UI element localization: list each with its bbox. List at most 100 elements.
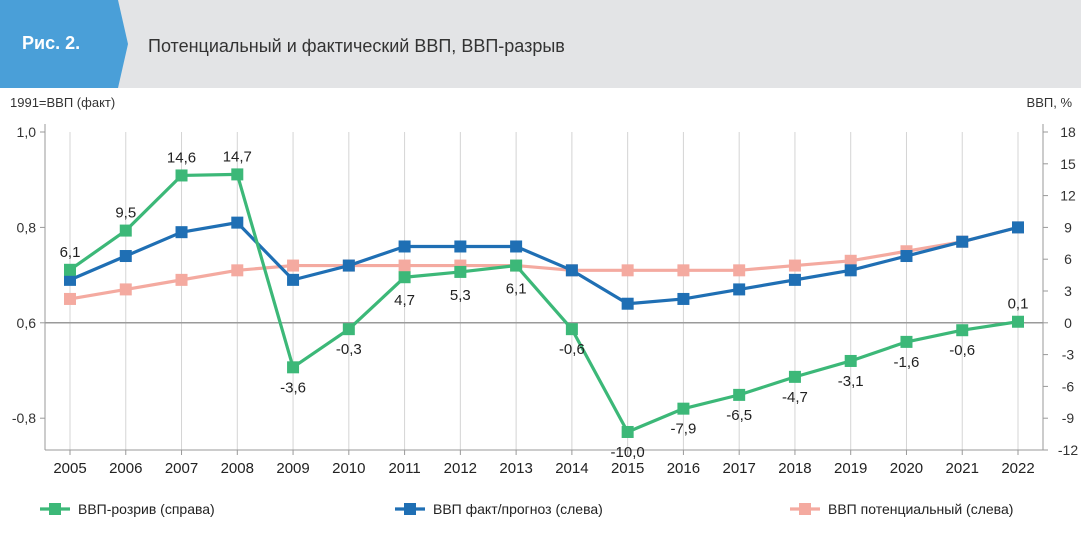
data-label: -4,7	[782, 389, 808, 406]
data-point	[956, 235, 969, 248]
data-point	[565, 264, 578, 277]
data-point	[1012, 315, 1024, 328]
data-point	[64, 273, 76, 286]
data-label: 5,3	[450, 287, 471, 304]
x-tick-label: 2010	[332, 460, 365, 477]
data-label: -0,3	[336, 341, 362, 358]
data-label: 6,1	[506, 281, 527, 298]
data-label: 14,6	[167, 149, 196, 166]
data-point	[733, 388, 746, 401]
legend-label: ВВП-розрив (справа)	[78, 501, 215, 517]
data-point	[175, 169, 188, 182]
data-point	[621, 264, 634, 277]
data-point	[788, 370, 801, 383]
series-line	[69, 221, 1019, 306]
right-axis-title: ВВП, %	[1027, 95, 1073, 110]
data-point	[733, 283, 746, 296]
data-point	[342, 259, 355, 272]
legend-swatch-marker	[404, 503, 416, 515]
legend-label: ВВП потенциальный (слева)	[828, 501, 1013, 517]
x-tick-label: 2017	[722, 460, 755, 477]
data-label: 0,1	[1008, 296, 1029, 313]
x-tick-label: 2014	[555, 460, 588, 477]
data-point	[565, 323, 578, 336]
data-point	[287, 361, 300, 374]
data-label: 4,7	[394, 292, 415, 309]
data-point	[119, 224, 132, 237]
data-point	[677, 402, 690, 415]
data-point	[677, 292, 690, 305]
data-point	[788, 259, 801, 272]
left-tick-label: 1,0	[17, 124, 37, 140]
data-point	[119, 250, 132, 263]
chart-area: 1991=ВВП (факт) ВВП, % 18 15 12 9 6 3 0 -3 -6 -9 -12…	[0, 88, 1081, 531]
figure-badge: Рис. 2.	[0, 0, 130, 88]
data-label: -0,6	[559, 341, 585, 358]
data-point	[956, 324, 969, 337]
data-label: -0,6	[949, 342, 975, 359]
right-tick-label: -3	[1062, 347, 1075, 363]
data-point	[175, 226, 188, 239]
x-tick-label: 2012	[444, 460, 477, 477]
data-label: -3,6	[280, 379, 306, 396]
x-tick-label: 2008	[221, 460, 254, 477]
data-point	[900, 250, 913, 263]
data-label: -10,0	[611, 444, 645, 461]
figure-title: Потенциальный и фактический ВВП, ВВП-раз…	[148, 36, 565, 56]
right-tick-label: 0	[1064, 315, 1072, 331]
x-tick-label: 2021	[946, 460, 979, 477]
data-point	[287, 259, 300, 272]
data-point	[398, 271, 411, 284]
data-point	[454, 240, 467, 253]
data-point	[788, 273, 801, 286]
left-tick-label: 0,6	[17, 315, 37, 331]
x-tick-label: 2005	[53, 460, 86, 477]
series-line	[69, 225, 1019, 301]
x-tick-label: 2022	[1001, 460, 1034, 477]
data-point	[733, 264, 746, 277]
data-point	[844, 354, 857, 367]
data-point	[119, 283, 132, 296]
data-label: 14,7	[223, 148, 252, 165]
right-tick-label: -6	[1062, 378, 1075, 394]
data-point	[231, 264, 244, 277]
left-axis-title: 1991=ВВП (факт)	[10, 95, 115, 110]
right-tick-label: -9	[1062, 410, 1075, 426]
legend-label: ВВП факт/прогноз (слева)	[433, 501, 603, 517]
x-tick-label: 2016	[667, 460, 700, 477]
x-tick-label: 2020	[890, 460, 923, 477]
data-point	[175, 273, 188, 286]
legend-swatch-marker	[799, 503, 811, 515]
data-point	[677, 264, 690, 277]
data-point	[900, 335, 913, 348]
data-label: 9,5	[115, 205, 136, 222]
data-label: -7,9	[670, 421, 696, 438]
data-point	[398, 240, 411, 253]
x-tick-label: 2019	[834, 460, 867, 477]
data-point	[844, 254, 857, 267]
left-tick-label: -0,8	[12, 410, 36, 426]
data-point	[510, 240, 523, 253]
data-point	[621, 425, 634, 438]
right-tick-label: -12	[1058, 442, 1078, 458]
right-tick-label: 3	[1064, 283, 1072, 299]
right-tick-label: 18	[1060, 124, 1076, 140]
data-point	[621, 297, 634, 310]
data-point	[398, 259, 411, 272]
right-tick-label: 9	[1064, 219, 1072, 235]
data-point	[454, 265, 467, 278]
data-point	[231, 168, 244, 181]
x-tick-label: 2007	[165, 460, 198, 477]
x-tick-label: 2006	[109, 460, 142, 477]
x-tick-label: 2015	[611, 460, 644, 477]
right-tick-label: 12	[1060, 188, 1076, 204]
data-point	[64, 263, 76, 276]
data-label: -6,5	[726, 407, 752, 424]
right-tick-label: 6	[1064, 251, 1072, 267]
line-chart: 1991=ВВП (факт) ВВП, % 18 15 12 9 6 3 0 -3 -6 -9 -12…	[10, 95, 1078, 517]
figure-label: Рис. 2.	[22, 33, 81, 53]
series-line	[69, 172, 1019, 434]
legend-swatch-marker	[49, 503, 61, 515]
data-point	[1012, 221, 1024, 234]
figure-header: Рис. 2. Потенциальный и фактический ВВП,…	[0, 0, 1081, 88]
